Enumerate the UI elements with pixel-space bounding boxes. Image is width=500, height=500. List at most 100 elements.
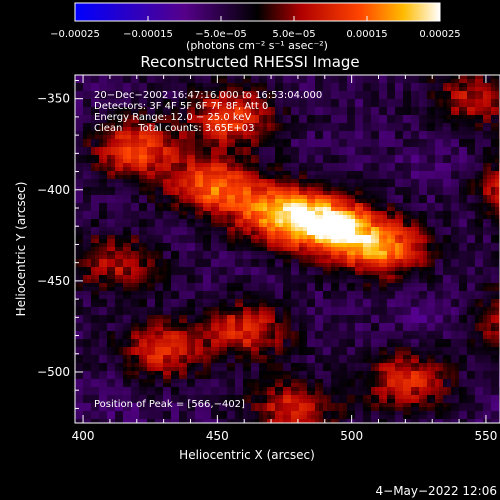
- heatmap-cell: [291, 163, 295, 167]
- heatmap-cell: [131, 199, 135, 203]
- heatmap-cell: [427, 75, 431, 79]
- heatmap-cell: [147, 115, 151, 119]
- heatmap-cell: [199, 187, 203, 191]
- heatmap-cell: [411, 151, 415, 155]
- heatmap-cell: [475, 163, 479, 167]
- heatmap-cell: [211, 115, 215, 119]
- heatmap-cell: [327, 147, 331, 151]
- heatmap-cell: [327, 119, 331, 123]
- heatmap-cell: [271, 159, 275, 163]
- heatmap-cell: [139, 167, 143, 171]
- heatmap-cell: [115, 163, 119, 167]
- heatmap-cell: [435, 131, 439, 135]
- heatmap-cell: [259, 215, 263, 219]
- heatmap-cell: [271, 227, 275, 231]
- heatmap-cell: [115, 111, 119, 115]
- heatmap-cell: [359, 187, 363, 191]
- heatmap-cell: [131, 187, 135, 191]
- heatmap-cell: [315, 243, 319, 247]
- heatmap-cell: [479, 123, 483, 127]
- heatmap-cell: [327, 211, 331, 215]
- heatmap-cell: [335, 87, 339, 91]
- heatmap-cell: [347, 111, 351, 115]
- heatmap-cell: [231, 251, 235, 255]
- heatmap-cell: [399, 79, 403, 83]
- heatmap-cell: [407, 91, 411, 95]
- heatmap-cell: [323, 223, 327, 227]
- heatmap-cell: [327, 75, 331, 79]
- heatmap-cell: [451, 163, 455, 167]
- heatmap-cell: [183, 99, 187, 103]
- heatmap-cell: [231, 139, 235, 143]
- heatmap-cell: [119, 167, 123, 171]
- heatmap-cell: [487, 83, 491, 87]
- heatmap-cell: [187, 211, 191, 215]
- heatmap-cell: [359, 95, 363, 99]
- heatmap-cell: [135, 159, 139, 163]
- heatmap-cell: [159, 247, 163, 251]
- heatmap-cell: [339, 227, 343, 231]
- heatmap-cell: [399, 199, 403, 203]
- heatmap-cell: [91, 163, 95, 167]
- heatmap-cell: [363, 111, 367, 115]
- heatmap-cell: [439, 103, 443, 107]
- heatmap-cell: [179, 119, 183, 123]
- heatmap-cell: [207, 155, 211, 159]
- heatmap-cell: [363, 207, 367, 211]
- heatmap-cell: [155, 159, 159, 163]
- heatmap-cell: [255, 151, 259, 155]
- heatmap-cell: [87, 231, 91, 235]
- heatmap-cell: [459, 227, 463, 231]
- heatmap-cell: [351, 131, 355, 135]
- heatmap-cell: [155, 139, 159, 143]
- heatmap-cell: [347, 247, 351, 251]
- heatmap-cell: [275, 251, 279, 255]
- heatmap-cell: [167, 211, 171, 215]
- heatmap-cell: [399, 211, 403, 215]
- heatmap-cell: [171, 179, 175, 183]
- heatmap-cell: [147, 111, 151, 115]
- heatmap-cell: [387, 255, 391, 259]
- heatmap-cell: [195, 139, 199, 143]
- heatmap-cell: [179, 175, 183, 179]
- heatmap-cell: [335, 159, 339, 163]
- heatmap-cell: [311, 155, 315, 159]
- heatmap-cell: [391, 115, 395, 119]
- heatmap-cell: [355, 243, 359, 247]
- heatmap-cell: [243, 83, 247, 87]
- heatmap-cell: [419, 231, 423, 235]
- heatmap-cell: [223, 227, 227, 231]
- heatmap-cell: [451, 215, 455, 219]
- heatmap-cell: [103, 187, 107, 191]
- heatmap-cell: [279, 239, 283, 243]
- heatmap-cell: [239, 95, 243, 99]
- heatmap-cell: [83, 187, 87, 191]
- heatmap-cell: [191, 203, 195, 207]
- heatmap-cell: [291, 255, 295, 259]
- heatmap-cell: [367, 107, 371, 111]
- heatmap-cell: [139, 183, 143, 187]
- heatmap-cell: [79, 163, 83, 167]
- heatmap-cell: [379, 171, 383, 175]
- heatmap-cell: [423, 95, 427, 99]
- heatmap-cell: [279, 211, 283, 215]
- heatmap-cell: [183, 187, 187, 191]
- heatmap-cell: [311, 95, 315, 99]
- heatmap-cell: [235, 259, 239, 263]
- heatmap-cell: [83, 103, 87, 107]
- heatmap-cell: [187, 91, 191, 95]
- heatmap-cell: [339, 215, 343, 219]
- heatmap-cell: [347, 251, 351, 255]
- heatmap-cell: [263, 75, 267, 79]
- heatmap-cell: [427, 87, 431, 91]
- heatmap-cell: [471, 167, 475, 171]
- heatmap-cell: [107, 207, 111, 211]
- heatmap-cell: [187, 119, 191, 123]
- heatmap-cell: [279, 235, 283, 239]
- heatmap-cell: [251, 99, 255, 103]
- heatmap-cell: [83, 255, 87, 259]
- heatmap-cell: [143, 171, 147, 175]
- heatmap-cell: [131, 227, 135, 231]
- heatmap-cell: [383, 203, 387, 207]
- heatmap-cell: [231, 99, 235, 103]
